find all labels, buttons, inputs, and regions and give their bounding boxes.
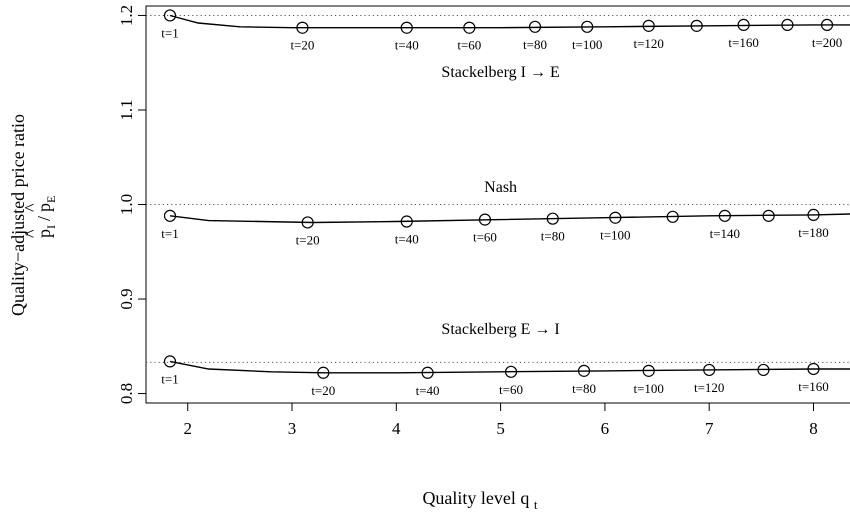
data-point bbox=[163, 9, 177, 22]
y-axis-title: Quality−adjusted price ratio bbox=[8, 114, 28, 316]
point-label: t=180 bbox=[798, 225, 828, 240]
data-point bbox=[737, 18, 750, 32]
data-point bbox=[807, 208, 820, 221]
series-line bbox=[169, 360, 850, 374]
point-label: t=40 bbox=[395, 232, 419, 247]
data-point bbox=[581, 20, 594, 33]
data-point bbox=[666, 210, 679, 223]
data-point bbox=[317, 366, 330, 379]
data-point bbox=[400, 215, 413, 228]
point-label: t=40 bbox=[395, 38, 419, 53]
x-tick-label: 4 bbox=[392, 419, 401, 438]
point-label: t=20 bbox=[311, 383, 335, 398]
point-label: t=40 bbox=[416, 383, 440, 398]
point-label: t=60 bbox=[473, 230, 497, 245]
svg-text:^: ^ bbox=[21, 229, 41, 238]
point-label: t=140 bbox=[710, 226, 740, 241]
point-label: t=60 bbox=[457, 38, 481, 53]
svg-text:p: p bbox=[34, 203, 54, 212]
x-tick-label: 6 bbox=[601, 419, 610, 438]
point-label: t=120 bbox=[694, 380, 724, 395]
svg-text:/: / bbox=[34, 216, 54, 221]
point-label: t=1 bbox=[161, 371, 178, 386]
y-axis-formula: p ^ I / p ^ E bbox=[21, 196, 58, 238]
x-tick-label: 3 bbox=[288, 419, 297, 438]
series-label: Stackelberg I → E bbox=[441, 64, 559, 81]
data-point bbox=[718, 209, 731, 222]
x-tick-label: 7 bbox=[705, 419, 714, 438]
data-point bbox=[301, 216, 314, 229]
x-tick-label: 5 bbox=[496, 419, 505, 438]
point-label: t=100 bbox=[600, 228, 630, 243]
point-label: t=160 bbox=[728, 35, 758, 50]
data-point bbox=[421, 366, 434, 379]
data-point bbox=[642, 364, 655, 377]
point-label: t=120 bbox=[633, 36, 663, 51]
svg-text:^: ^ bbox=[21, 203, 41, 212]
y-tick-label: 0.8 bbox=[117, 383, 136, 404]
x-tick-label: 2 bbox=[183, 419, 192, 438]
y-tick-label: 0.9 bbox=[117, 288, 136, 309]
x-tick-label: 8 bbox=[809, 419, 818, 438]
y-tick-label: 1.1 bbox=[117, 99, 136, 120]
point-label: t=80 bbox=[523, 37, 547, 52]
point-label: t=1 bbox=[161, 226, 178, 241]
data-point bbox=[163, 355, 177, 368]
point-label: t=80 bbox=[572, 381, 596, 396]
data-point bbox=[690, 19, 703, 32]
point-label: t=200 bbox=[812, 35, 842, 50]
data-point bbox=[757, 363, 770, 377]
data-point bbox=[642, 19, 655, 32]
svg-text:I: I bbox=[44, 225, 58, 229]
data-point bbox=[296, 21, 309, 34]
data-point bbox=[478, 213, 492, 226]
series-label: Stackelberg E → I bbox=[441, 321, 559, 338]
point-label: t=160 bbox=[798, 379, 828, 394]
data-point bbox=[528, 20, 542, 33]
data-point bbox=[807, 362, 820, 376]
point-label: t=100 bbox=[633, 381, 663, 396]
point-label: t=100 bbox=[572, 37, 602, 52]
svg-text:p: p bbox=[34, 229, 54, 238]
point-label: t=20 bbox=[290, 38, 314, 53]
data-point bbox=[577, 364, 591, 377]
data-point bbox=[163, 209, 177, 222]
data-point bbox=[762, 209, 775, 222]
data-point bbox=[703, 363, 716, 377]
y-tick-label: 1.0 bbox=[117, 194, 136, 215]
y-tick-label: 1.2 bbox=[117, 5, 136, 26]
x-axis-title: Quality level q t bbox=[422, 488, 537, 512]
data-point bbox=[609, 211, 622, 224]
data-point bbox=[546, 212, 559, 225]
point-label: t=1 bbox=[161, 25, 178, 40]
data-point bbox=[400, 21, 413, 34]
data-point bbox=[504, 365, 518, 378]
point-label: t=60 bbox=[499, 382, 523, 397]
data-point bbox=[463, 21, 476, 34]
data-point bbox=[820, 18, 834, 32]
svg-text:E: E bbox=[44, 196, 58, 203]
series-line bbox=[169, 213, 850, 224]
series-label: Nash bbox=[484, 179, 517, 196]
series-line bbox=[169, 14, 850, 29]
point-label: t=20 bbox=[296, 232, 320, 247]
data-point bbox=[781, 18, 794, 32]
point-label: t=80 bbox=[541, 229, 565, 244]
